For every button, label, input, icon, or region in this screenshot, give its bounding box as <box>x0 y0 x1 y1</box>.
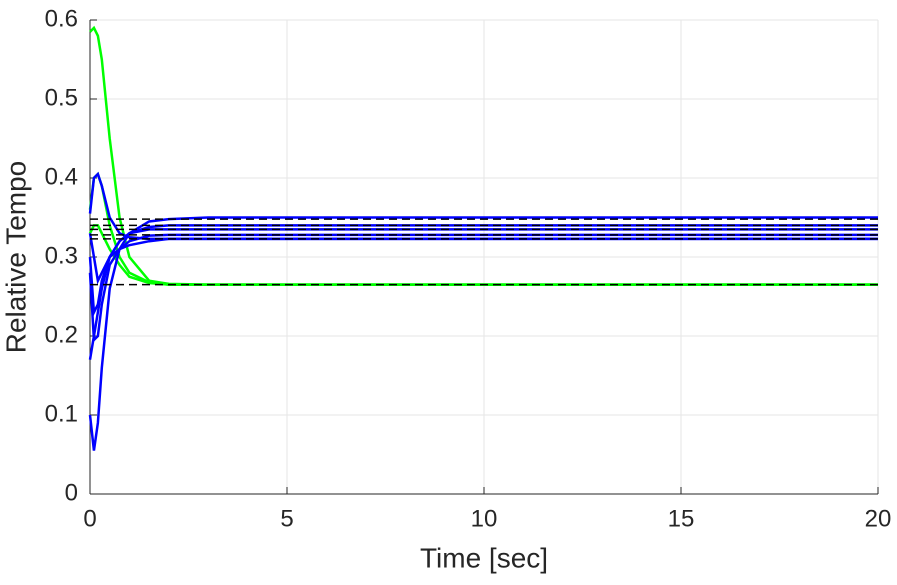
y-tick-label: 0.1 <box>45 400 78 427</box>
y-tick-label: 0 <box>65 479 78 506</box>
y-tick-label: 0.2 <box>45 321 78 348</box>
y-axis-label: Relative Tempo <box>0 161 31 353</box>
x-tick-label: 15 <box>668 505 695 532</box>
x-tick-label: 5 <box>280 505 293 532</box>
y-tick-label: 0.5 <box>45 84 78 111</box>
y-tick-label: 0.6 <box>45 5 78 32</box>
x-axis-label: Time [sec] <box>420 542 548 573</box>
y-tick-label: 0.4 <box>45 163 78 190</box>
x-tick-label: 0 <box>83 505 96 532</box>
y-tick-label: 0.3 <box>45 242 78 269</box>
x-tick-label: 20 <box>865 505 892 532</box>
x-tick-label: 10 <box>471 505 498 532</box>
